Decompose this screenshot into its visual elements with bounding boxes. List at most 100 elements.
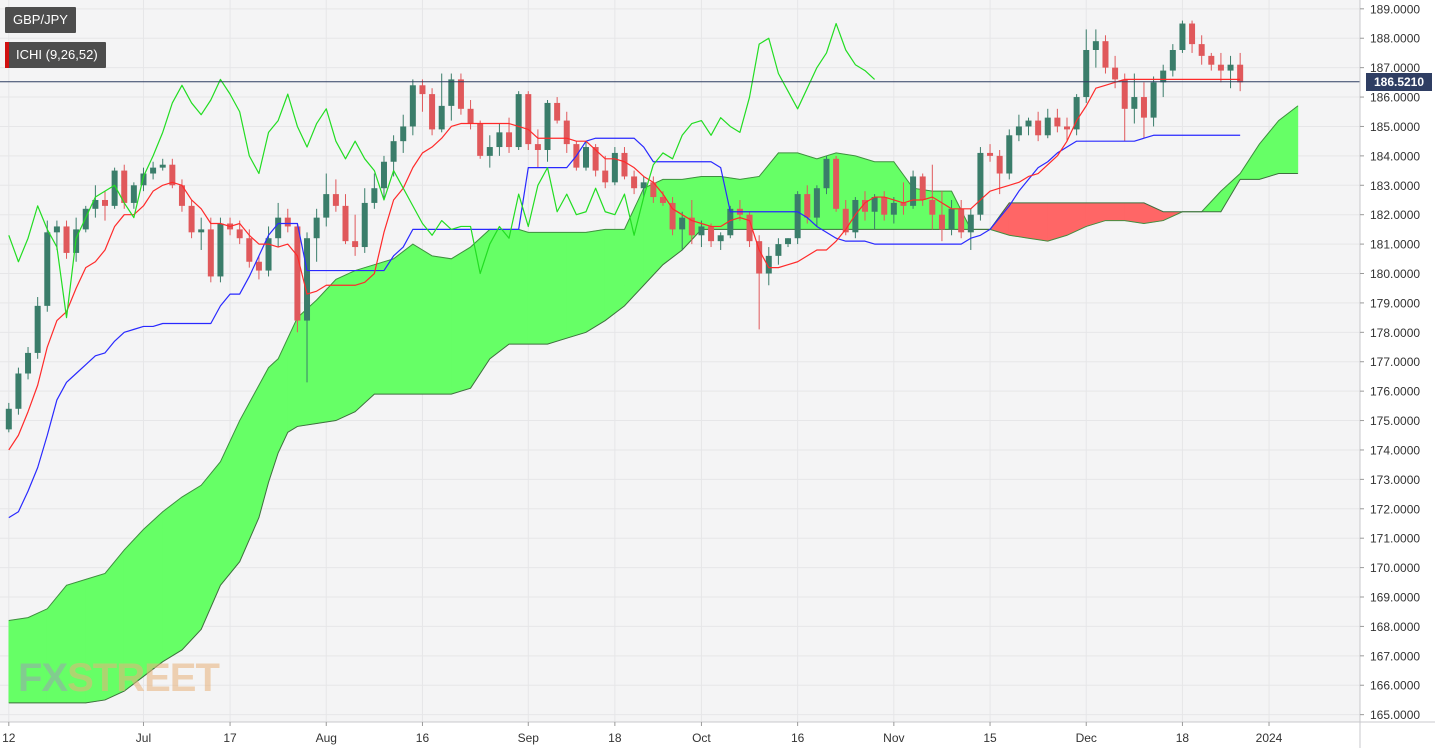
candle-body bbox=[255, 261, 262, 271]
cloud-segment bbox=[518, 228, 529, 345]
y-tick-label: 188.0000 bbox=[1370, 32, 1420, 46]
x-tick-label: 2024 bbox=[1256, 731, 1283, 745]
candle-body bbox=[1121, 79, 1128, 109]
cloud-segment bbox=[1105, 202, 1126, 221]
y-tick-label: 166.0000 bbox=[1370, 679, 1420, 693]
candle-body bbox=[785, 238, 792, 245]
candle-body bbox=[794, 194, 801, 239]
candle-body bbox=[102, 199, 108, 206]
y-tick-label: 189.0000 bbox=[1370, 2, 1420, 16]
candle-body bbox=[659, 197, 666, 203]
candle-body bbox=[756, 241, 763, 274]
candle-body bbox=[1237, 64, 1244, 83]
candle-body bbox=[82, 208, 89, 230]
candle-body bbox=[419, 85, 426, 95]
cloud-segment bbox=[181, 484, 202, 651]
y-tick-label: 171.0000 bbox=[1370, 532, 1420, 546]
candle-body bbox=[746, 214, 753, 242]
candle-body bbox=[842, 208, 849, 233]
kijun-sen-line bbox=[8, 134, 1241, 519]
candle-body bbox=[438, 105, 445, 130]
candle-body bbox=[1044, 117, 1051, 136]
candle-body bbox=[275, 217, 282, 239]
candle-body bbox=[948, 208, 955, 230]
cloud-segment bbox=[374, 258, 394, 395]
candle-body bbox=[34, 305, 41, 353]
candle-body bbox=[506, 132, 513, 148]
indicator-label: ICHI (9,26,52) bbox=[16, 47, 98, 62]
candle-body bbox=[130, 185, 137, 203]
cloud-segment bbox=[162, 496, 183, 663]
x-tick-label: 16 bbox=[416, 731, 430, 745]
candle-body bbox=[602, 170, 609, 183]
y-tick-label: 173.0000 bbox=[1370, 473, 1420, 487]
candle-body bbox=[121, 170, 128, 203]
x-tick-label: 15 bbox=[983, 731, 997, 745]
candle-body bbox=[1150, 82, 1157, 118]
candle-body bbox=[178, 185, 185, 206]
candle-body bbox=[631, 176, 638, 189]
candle-body bbox=[188, 205, 195, 233]
candle-body bbox=[246, 238, 253, 262]
y-tick-label: 183.0000 bbox=[1370, 179, 1420, 193]
candle-body bbox=[1083, 49, 1090, 98]
candle-body bbox=[236, 229, 243, 239]
y-tick-label: 177.0000 bbox=[1370, 355, 1420, 369]
candle-body bbox=[640, 182, 647, 189]
candle-body bbox=[1160, 70, 1167, 83]
candle-body bbox=[400, 126, 407, 142]
symbol-legend[interactable]: GBP/JPY bbox=[5, 7, 76, 33]
candle-body bbox=[958, 208, 965, 233]
candle-body bbox=[332, 194, 339, 206]
y-tick-label: 165.0000 bbox=[1370, 708, 1420, 722]
cloud-segment bbox=[566, 232, 587, 339]
candle-body bbox=[15, 373, 22, 409]
plot-background bbox=[0, 0, 1360, 722]
indicator-legend[interactable]: ICHI (9,26,52) bbox=[5, 42, 106, 68]
cloud-segment bbox=[431, 255, 452, 395]
candle-body bbox=[294, 226, 301, 321]
candle-body bbox=[987, 152, 994, 156]
candle-body bbox=[1025, 120, 1032, 127]
candle-body bbox=[823, 158, 830, 189]
x-tick-label: 16 bbox=[791, 731, 805, 745]
candle-body bbox=[775, 244, 782, 256]
symbol-label: GBP/JPY bbox=[13, 12, 68, 27]
candle-body bbox=[1035, 120, 1042, 136]
y-tick-label: 169.0000 bbox=[1370, 591, 1420, 605]
candle-body bbox=[1015, 126, 1022, 136]
cloud-segment bbox=[335, 270, 356, 422]
y-tick-label: 181.0000 bbox=[1370, 238, 1420, 252]
y-tick-label: 186.0000 bbox=[1370, 91, 1420, 105]
candle-body bbox=[1227, 64, 1234, 71]
candle-body bbox=[92, 199, 99, 209]
candle-body bbox=[938, 214, 945, 230]
last-price-value: 186.5210 bbox=[1373, 74, 1425, 89]
cloud-segment bbox=[1028, 202, 1049, 242]
x-tick-label: Aug bbox=[316, 731, 337, 745]
candle-body bbox=[342, 205, 349, 242]
candle-body bbox=[621, 152, 628, 177]
candle-body bbox=[900, 202, 907, 206]
x-tick-label: 18 bbox=[608, 731, 622, 745]
indicator-color-swatch bbox=[5, 42, 9, 68]
cloud-segment bbox=[354, 264, 375, 413]
candle-body bbox=[1006, 135, 1013, 174]
candle-body bbox=[284, 217, 291, 227]
candle-body bbox=[804, 194, 811, 218]
candle-body bbox=[1140, 97, 1147, 118]
y-tick-label: 172.0000 bbox=[1370, 502, 1420, 516]
candle-body bbox=[150, 167, 157, 174]
candle-body bbox=[1217, 64, 1224, 71]
x-tick-label: Dec bbox=[1076, 731, 1097, 745]
candle-body bbox=[409, 85, 416, 127]
y-tick-label: 184.0000 bbox=[1370, 149, 1420, 163]
candle-body bbox=[352, 241, 359, 248]
candle-body bbox=[380, 161, 387, 189]
cloud-segment bbox=[1047, 202, 1068, 242]
candle-body bbox=[361, 202, 368, 248]
candle-body bbox=[448, 79, 455, 106]
candle-body bbox=[996, 155, 1003, 174]
cloud-segment bbox=[451, 246, 471, 395]
